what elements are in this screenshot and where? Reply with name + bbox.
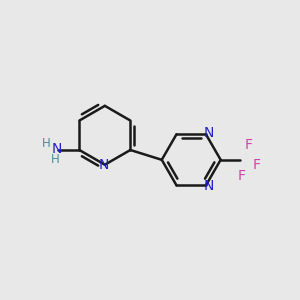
Text: H: H xyxy=(42,136,50,150)
Text: N: N xyxy=(204,126,214,140)
Text: N: N xyxy=(52,142,62,156)
Text: F: F xyxy=(245,138,253,152)
Text: N: N xyxy=(99,158,109,172)
Text: F: F xyxy=(253,158,261,172)
Text: F: F xyxy=(237,169,245,184)
Text: N: N xyxy=(204,179,214,193)
Text: H: H xyxy=(50,153,59,166)
